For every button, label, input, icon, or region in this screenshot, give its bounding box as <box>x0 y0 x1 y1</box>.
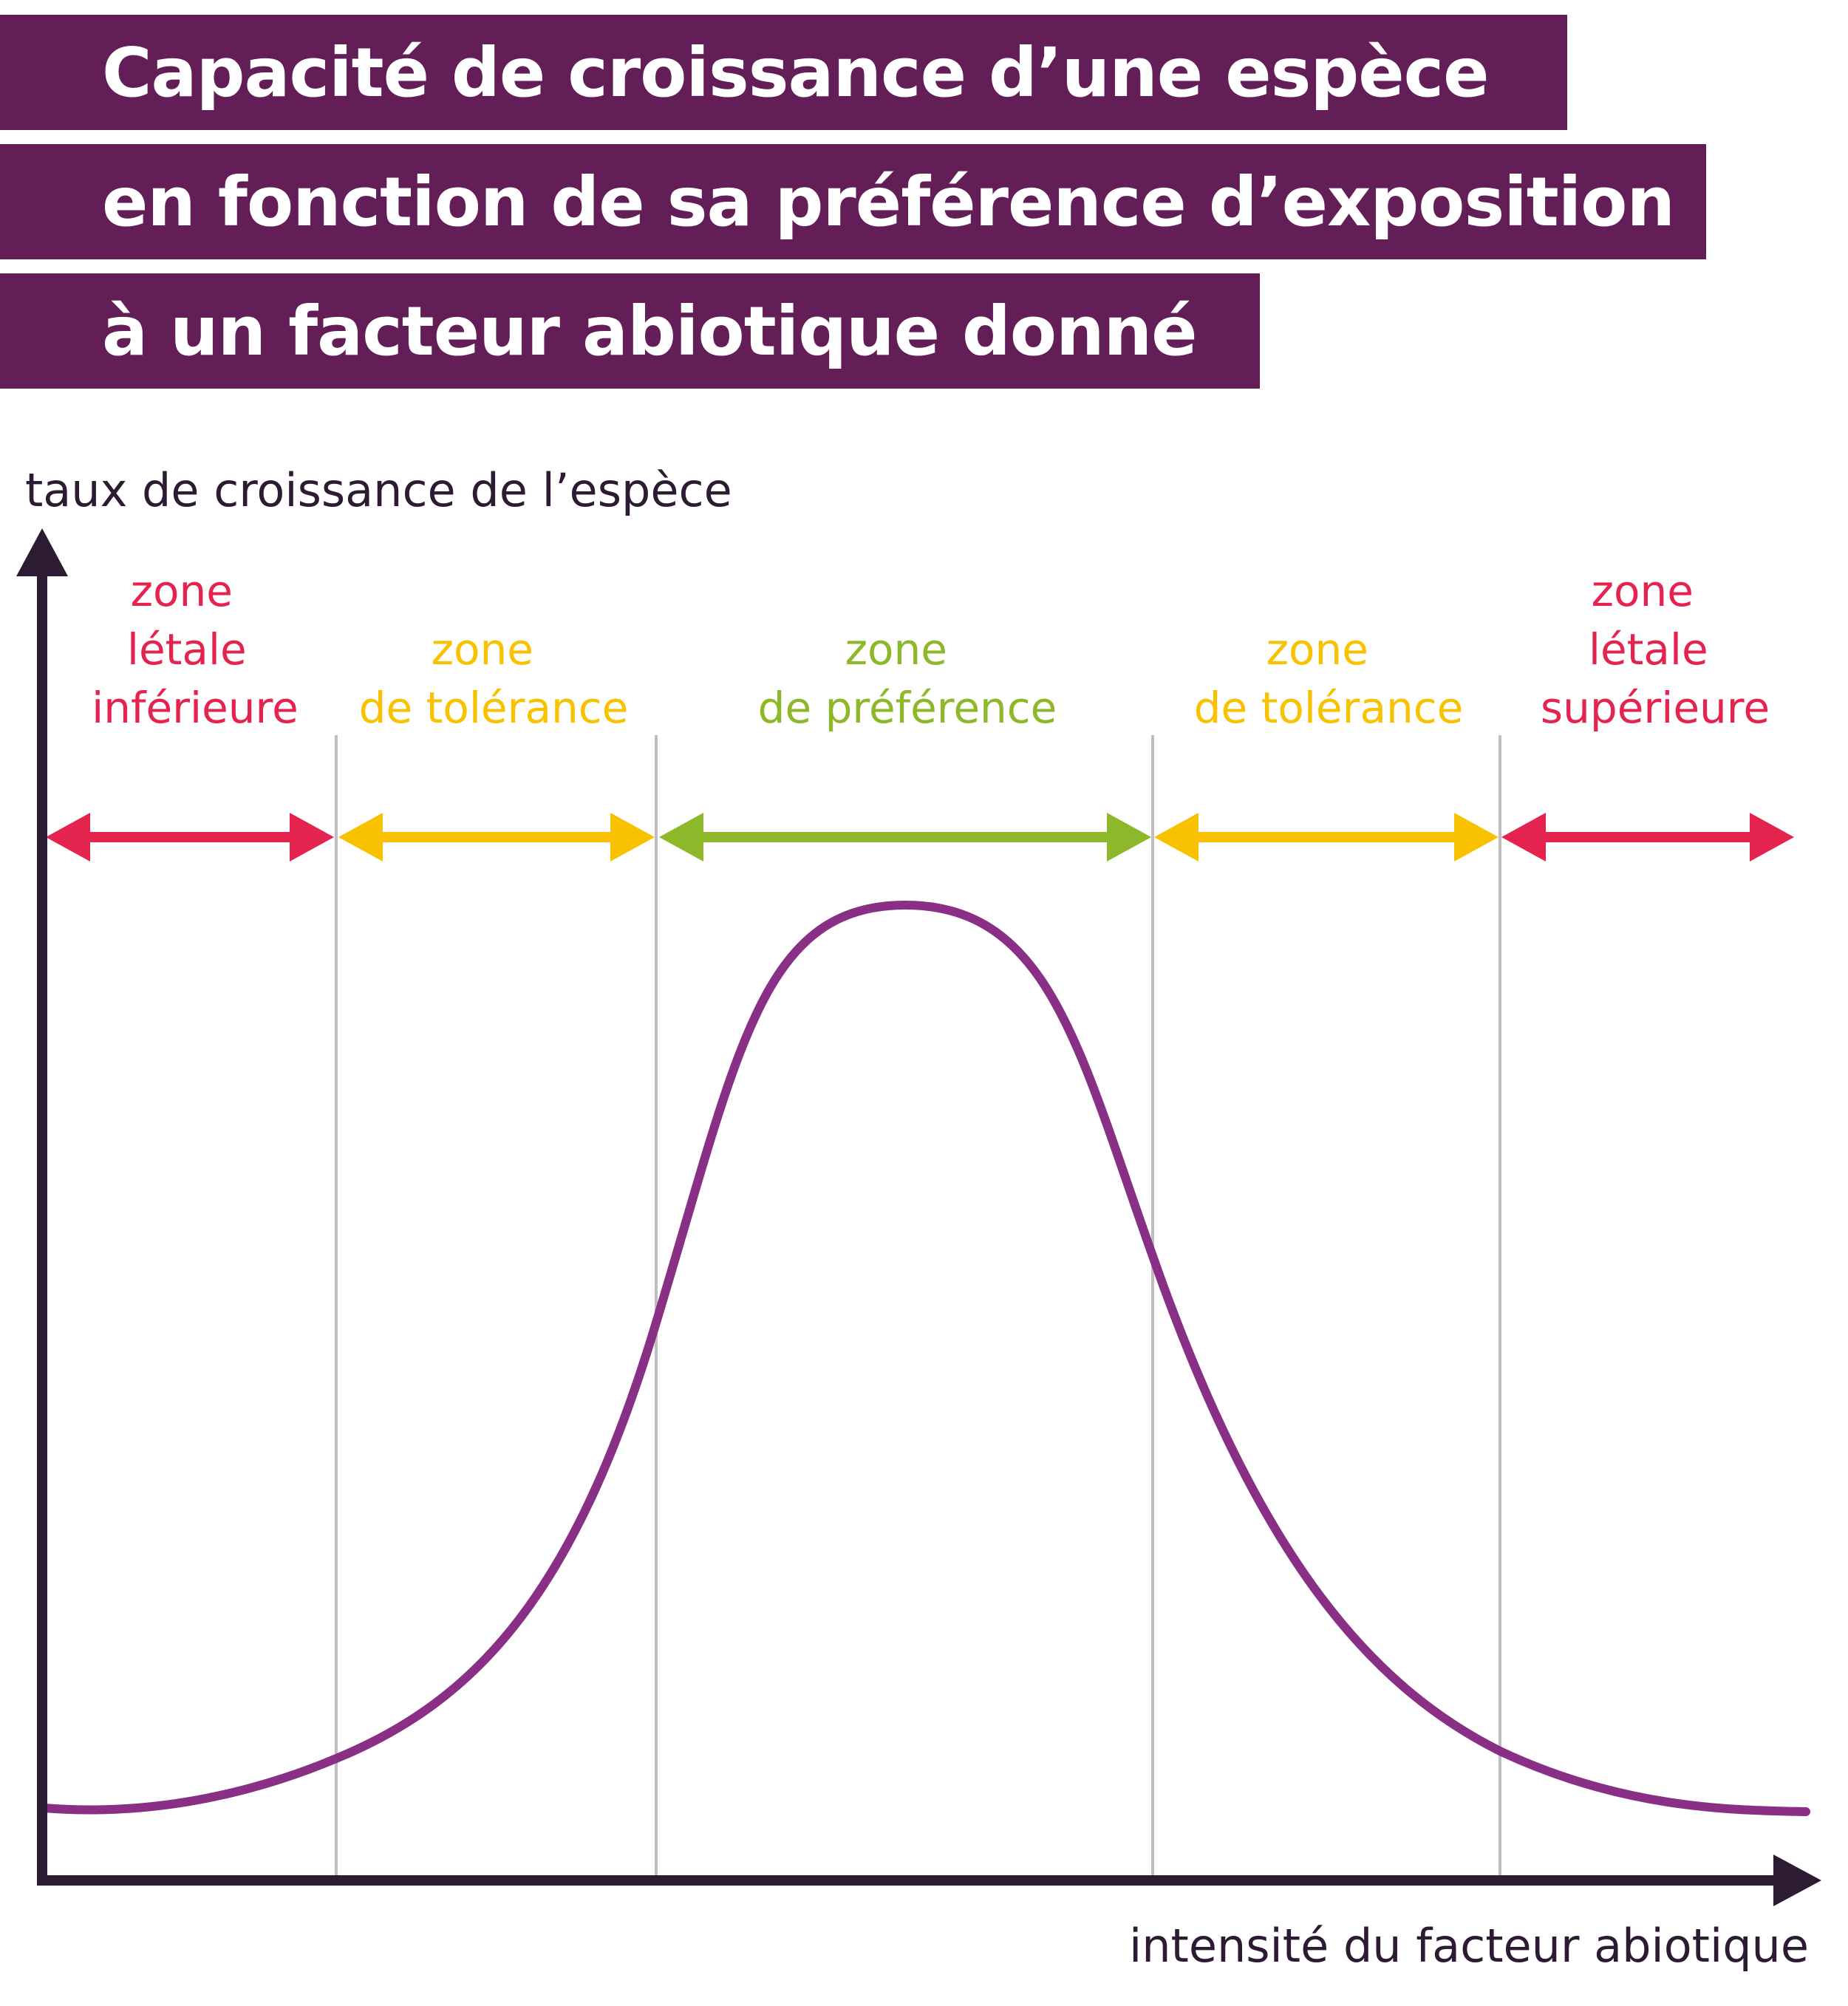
arrow-tolerance-right <box>1154 813 1498 862</box>
title-line-1: Capacité de croissance d’une espèce <box>102 33 1490 112</box>
title-line-3: à un facteur abiotique donné <box>102 291 1197 371</box>
title-line-2: en fonction de sa préférence d’expositio… <box>102 162 1675 242</box>
arrow-lethal-lower <box>46 813 334 862</box>
zone-arrows <box>46 813 1794 862</box>
x-axis-arrowhead <box>1773 1855 1821 1906</box>
zone-label-preference-line1: zone <box>845 624 947 675</box>
zone-label-tolerance-left-line1: zone <box>432 624 533 675</box>
zone-dividers <box>335 735 1501 1877</box>
title-band-1: Capacité de croissance d’une espèce <box>0 15 1567 130</box>
zone-label-lethal-lower: zone létale inférieure <box>92 566 299 733</box>
y-axis-label: taux de croissance de l’espèce <box>25 463 732 517</box>
zone-label-lethal-lower-line2: létale <box>127 624 247 675</box>
title-band-3: à un facteur abiotique donné <box>0 273 1260 389</box>
zone-label-preference-line2: de préférence <box>758 683 1057 733</box>
zone-label-preference: zone de préférence <box>758 624 1057 733</box>
x-axis <box>37 1855 1821 1906</box>
zone-label-tolerance-left-line2: de tolérance <box>359 683 629 733</box>
y-axis <box>16 528 68 1884</box>
zone-label-lethal-upper: zone létale supérieure <box>1541 566 1770 733</box>
arrow-preference <box>659 813 1151 862</box>
title-band-2: en fonction de sa préférence d’expositio… <box>0 144 1706 259</box>
zone-label-tolerance-right-line2: de tolérance <box>1194 683 1464 733</box>
zone-label-tolerance-left: zone de tolérance <box>359 624 629 733</box>
arrow-tolerance-left <box>338 813 655 862</box>
growth-curve <box>40 900 1810 1816</box>
zone-label-lethal-upper-line2: létale <box>1589 624 1708 675</box>
zone-label-lethal-upper-line1: zone <box>1592 566 1694 616</box>
zone-label-lethal-upper-line3: supérieure <box>1541 683 1770 733</box>
zone-label-tolerance-right: zone de tolérance <box>1194 624 1464 733</box>
x-axis-label: intensité du facteur abiotique <box>1129 1919 1809 1973</box>
arrow-lethal-upper <box>1501 813 1794 862</box>
y-axis-arrowhead <box>16 528 68 576</box>
zone-label-lethal-lower-line1: zone <box>131 566 233 616</box>
zone-label-lethal-lower-line3: inférieure <box>92 683 299 733</box>
zone-label-tolerance-right-line1: zone <box>1266 624 1368 675</box>
